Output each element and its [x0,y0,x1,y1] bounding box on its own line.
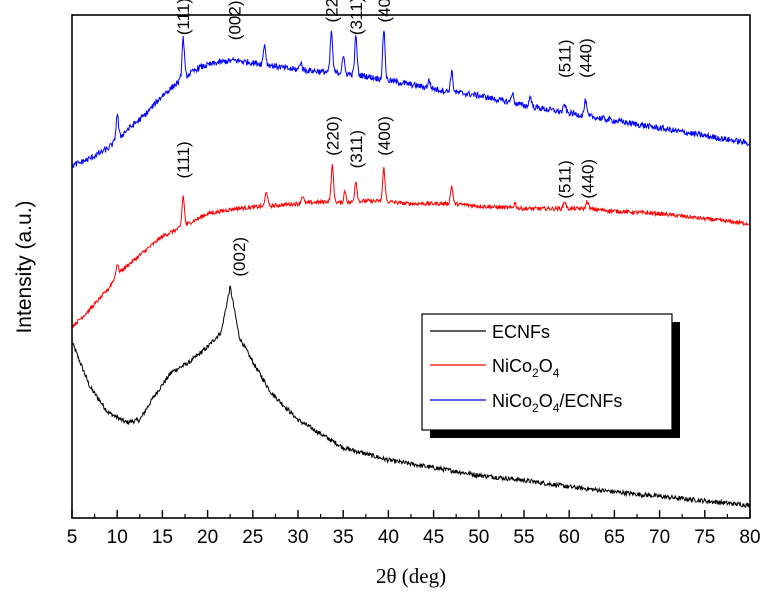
x-axis-ticks: 5 10 15 20 25 30 35 40 45 50 55 60 65 70 75 80 [67,510,761,548]
legend-composite-part3: /ECNFs [559,391,622,411]
peak-label: (400) [375,116,394,156]
peak-label: (440) [578,159,597,199]
x-tick-label: 80 [739,527,760,548]
peak-label: (400) [375,0,394,23]
peak-label: (111) [174,0,193,35]
x-tick-label: 10 [107,527,128,548]
peak-label: (511) [556,160,575,198]
plot-frame [71,14,751,519]
peak-label: (220) [322,0,341,23]
legend: ECNFs NiCo2O4 NiCo2O4/ECNFs [421,313,680,438]
x-tick-label: 55 [513,527,534,548]
series-line-0 [71,285,751,508]
x-axis-label-prefix: 2 [376,564,387,588]
legend-nico2o4-sub1: 2 [532,366,539,380]
legend-composite-sub1: 2 [532,401,539,415]
peak-label: (440) [577,38,596,78]
peak-label: (311) [347,130,366,168]
series-line-2 [71,30,751,168]
peak-label: (002) [230,237,249,277]
legend-label-nico2o4: NiCo2O4 [492,356,560,380]
series-layer [71,30,751,508]
y-axis-label: Intensity (a.u.) [13,200,36,333]
x-tick-label: 75 [694,527,715,548]
x-tick-label: 5 [67,527,78,548]
x-tick-label: 65 [604,527,625,548]
x-tick-label: 30 [287,527,308,548]
legend-composite-part2: O [539,391,553,411]
legend-composite-part1: NiCo [492,391,532,411]
legend-nico2o4-part2: O [539,356,553,376]
x-tick-label: 20 [197,527,218,548]
x-tick-label: 25 [242,527,263,548]
peak-annotations: (111) (002) (220) (311) (400)(511) (440)(111)… [174,0,597,277]
x-tick-label: 70 [649,527,670,548]
legend-label-ecnfs: ECNFs [492,322,550,342]
x-tick-label: 45 [423,527,444,548]
peak-label: (111) [174,141,193,178]
legend-label-nico2o4-ecnfs: NiCo2O4/ECNFs [492,391,622,415]
x-axis-label: 2θ (deg) [376,564,446,588]
series-line-1 [71,164,751,329]
x-axis-label-symbol: θ [386,564,396,588]
x-tick-label: 40 [378,527,399,548]
legend-nico2o4-sub2: 4 [553,366,560,380]
peak-label: (511) [556,39,575,77]
peak-label: (220) [323,116,342,156]
x-axis-label-suffix: (deg) [397,564,447,588]
x-tick-label: 35 [333,527,354,548]
legend-box [421,313,673,431]
peak-label: (311) [347,0,366,35]
x-tick-label: 60 [559,527,580,548]
legend-composite-sub2: 4 [553,401,560,415]
peak-label: (002) [226,1,245,41]
x-tick-label: 50 [468,527,489,548]
legend-nico2o4-part1: NiCo [492,356,532,376]
x-tick-label: 15 [152,527,173,548]
